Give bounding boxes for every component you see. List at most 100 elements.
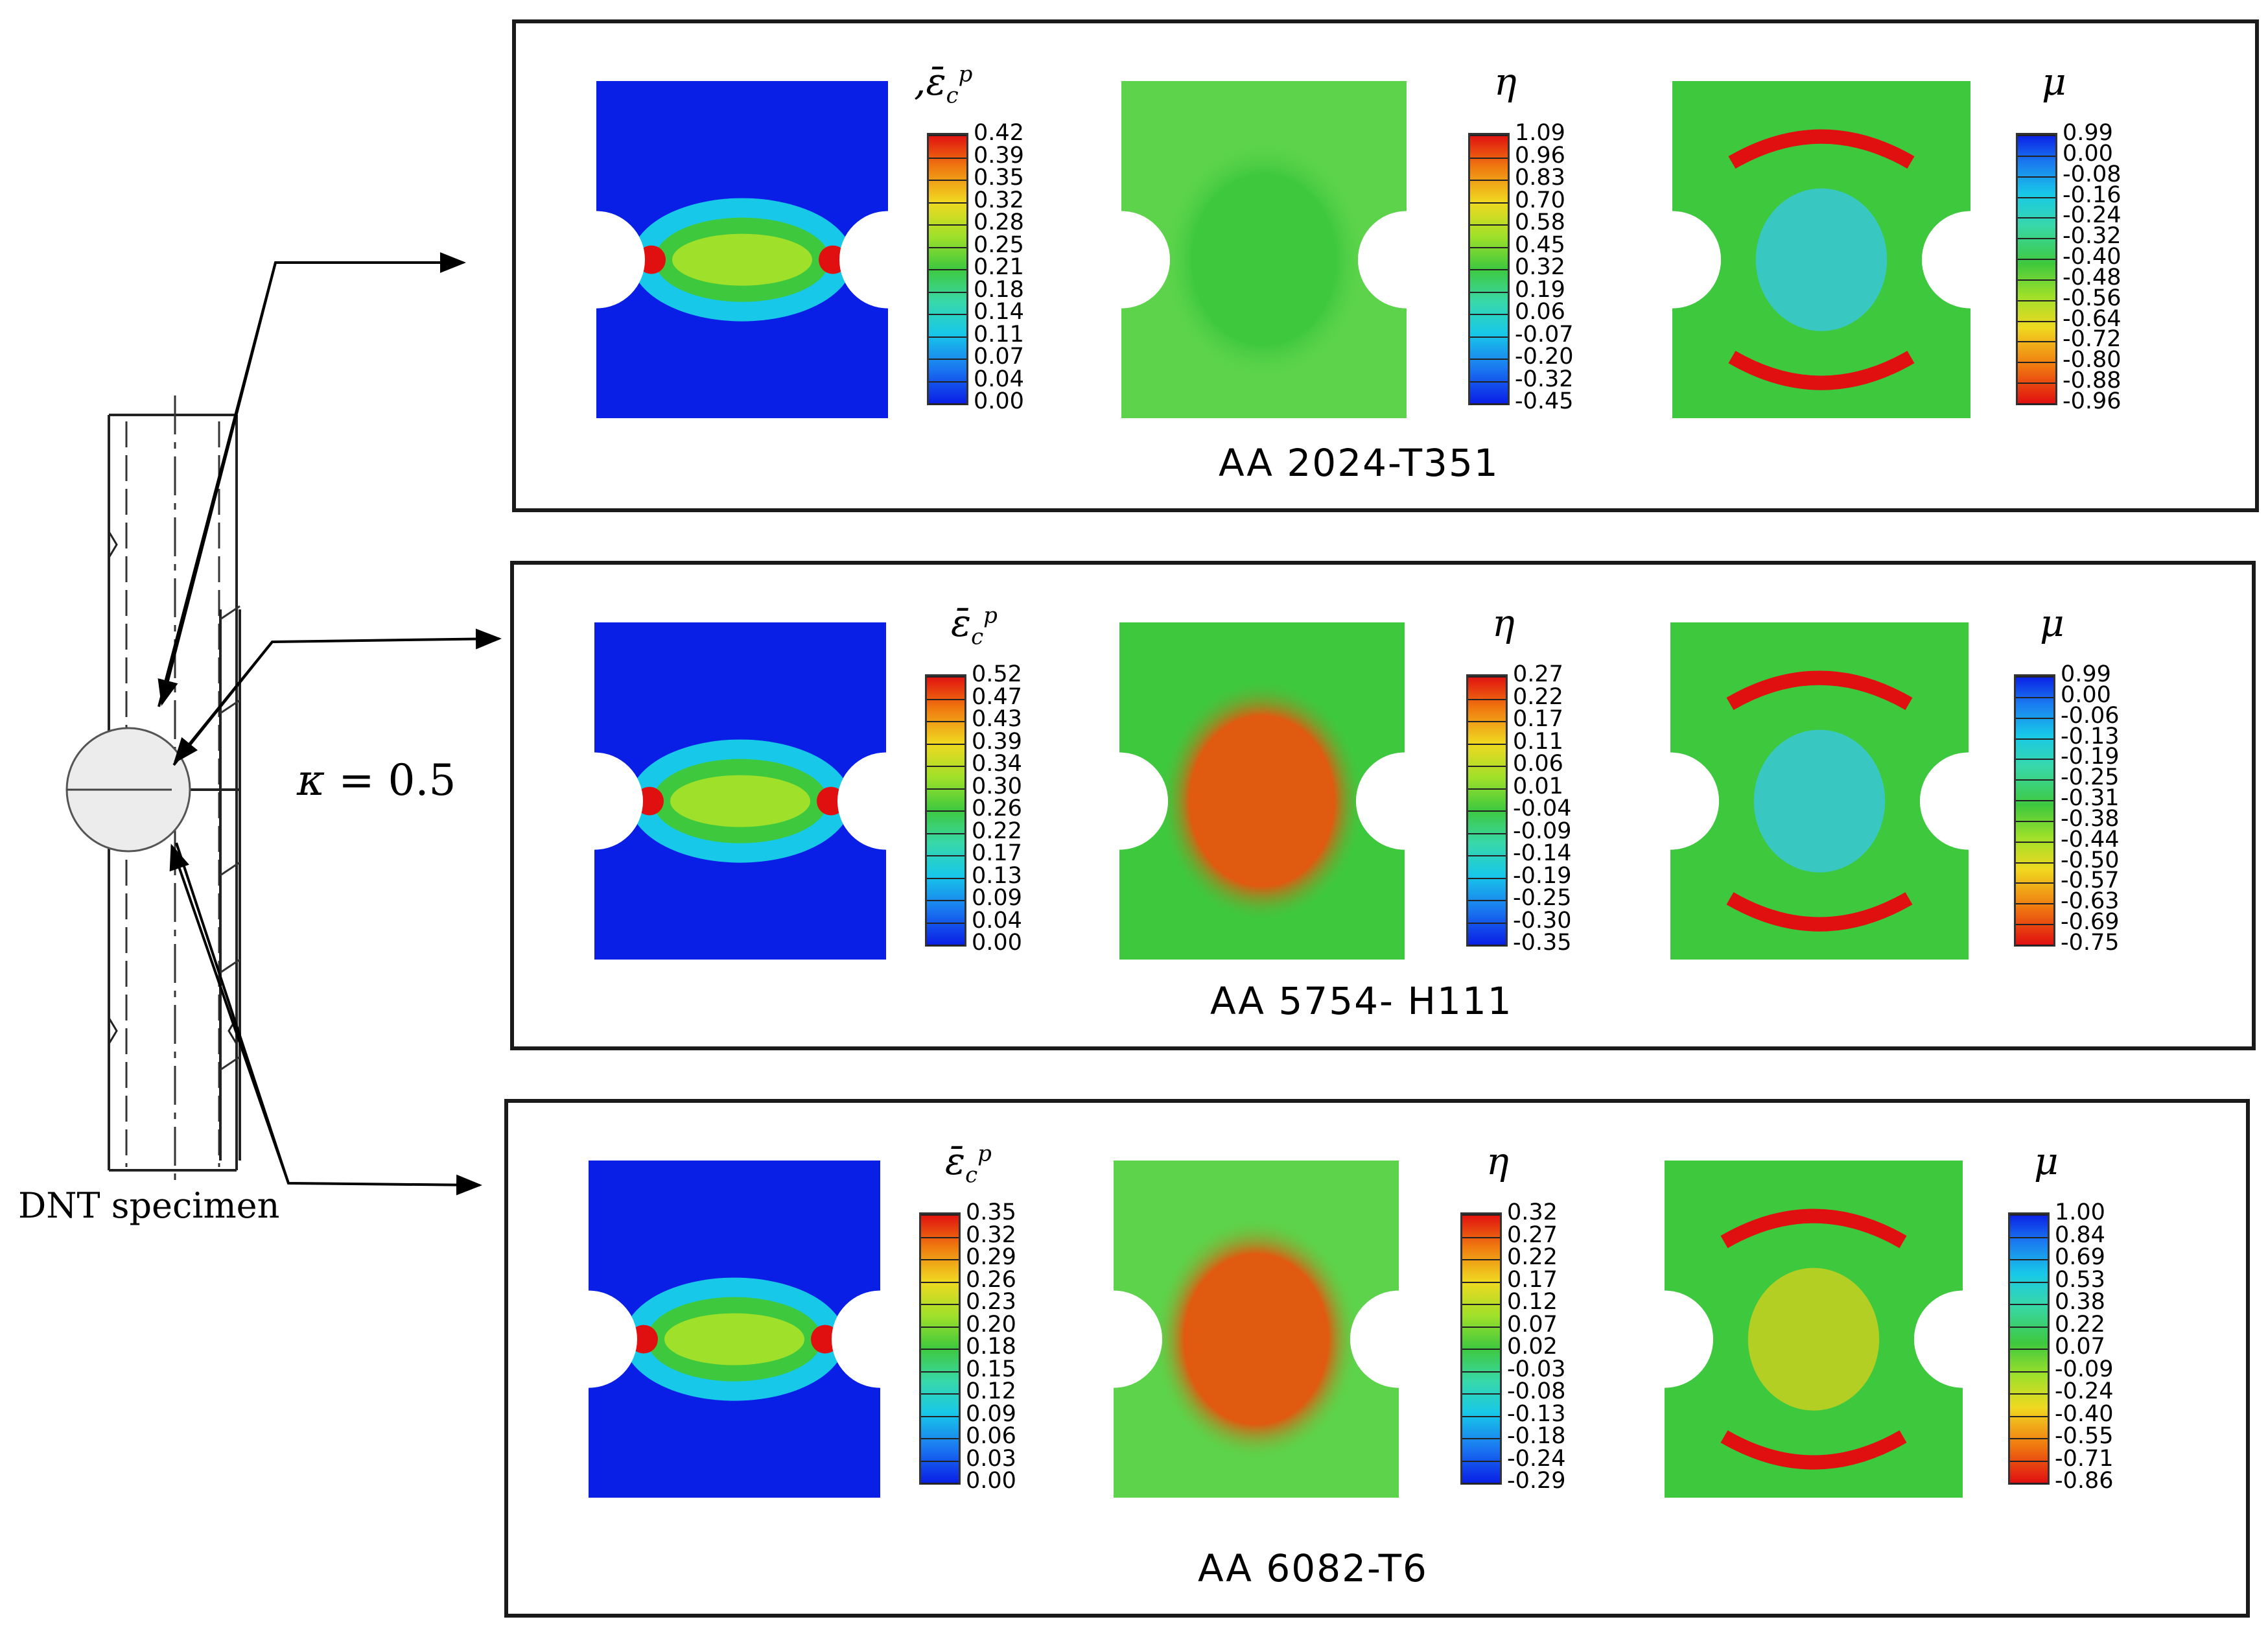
- contour-field: [1665, 1161, 1963, 1498]
- color-bar-tick-label: 0.00: [2061, 682, 2111, 708]
- color-bar-tick-label: 0.30: [972, 773, 1022, 799]
- color-bar-tick-label: 0.23: [966, 1289, 1016, 1315]
- legend-title-symbol: μ: [2042, 60, 2066, 104]
- notch-right: [1356, 752, 1405, 850]
- color-bar-tick-label: 0.17: [972, 840, 1022, 866]
- notch-left: [1665, 1290, 1713, 1388]
- color-bar-tick: [2018, 176, 2055, 178]
- color-bar-tick: [927, 810, 964, 812]
- legend-title-sub: c: [971, 624, 984, 650]
- color-bar-tick: [2016, 862, 2053, 864]
- color-bar-tick: [1470, 292, 1508, 293]
- color-bar-tick-label: -0.16: [2063, 182, 2122, 208]
- color-bar-tick: [1470, 202, 1508, 204]
- color-bar-tick: [921, 1349, 959, 1350]
- color-bar-tick: [1468, 878, 1506, 879]
- legend-title-sub: c: [946, 82, 959, 109]
- legend-title-sup: p: [977, 1140, 992, 1167]
- color-bar-tick-label: 0.83: [1515, 165, 1565, 191]
- legend-triaxiality: η 0.27 0.22 0.17 0.11 0.06 0.01 -0.04 -0.09 -0.14…: [1466, 561, 1622, 1050]
- color-bar-tick: [1462, 1483, 1500, 1484]
- color-bar-tick-label: -0.09: [2055, 1356, 2114, 1382]
- contour-plot-lode: [1672, 81, 1970, 418]
- color-bar-tick: [1468, 788, 1506, 790]
- color-bar-tick-label: -0.08: [2063, 161, 2122, 187]
- color-bar-tick-label: -0.13: [1507, 1401, 1566, 1427]
- color-bar-tick-label: 0.53: [2055, 1267, 2105, 1293]
- panel-aa2024: ,ε̄cp 0.42 0.39 0.35 0.32 0.28 0.25 0.21 0.18 0.1…: [512, 19, 2259, 512]
- panel-aa6082: ε̄cp 0.35 0.32 0.29 0.26 0.23 0.20 0.18 0.15 0.12…: [504, 1099, 2250, 1618]
- color-bar: [1468, 133, 1510, 405]
- color-bar: [2008, 1212, 2050, 1485]
- color-bar-tick: [2016, 779, 2053, 781]
- color-bar-tick-label: 0.29: [966, 1244, 1016, 1270]
- color-bar-tick: [2018, 362, 2055, 363]
- color-bar-tick: [2010, 1349, 2048, 1350]
- color-bar-tick-label: 0.22: [972, 818, 1022, 844]
- color-bar-tick: [2018, 383, 2055, 384]
- color-bar-tick-label: 0.15: [966, 1356, 1016, 1382]
- color-bar-tick: [2016, 738, 2053, 740]
- color-bar-tick-label: -0.09: [1513, 818, 1572, 844]
- color-bar-tick-label: 0.11: [1513, 729, 1563, 755]
- notch-right: [1358, 211, 1407, 309]
- legend-title-symbol: μ: [2040, 601, 2064, 645]
- color-bar-tick: [2016, 903, 2053, 904]
- color-bar-tick-label: 0.00: [2063, 141, 2113, 167]
- color-bar-tick: [921, 1237, 959, 1238]
- contour-plot-strain: [596, 81, 888, 418]
- color-bar-tick-label: 0.32: [966, 1222, 1016, 1248]
- color-bar-tick-label: 0.14: [974, 299, 1024, 325]
- color-bar-tick-label: -0.29: [1507, 1468, 1566, 1494]
- color-bar-tick-label: -0.13: [2061, 724, 2120, 749]
- color-bar-tick-label: 0.34: [972, 751, 1022, 777]
- color-bar-tick: [2016, 697, 2053, 698]
- color-bar-tick-label: -0.45: [1515, 388, 1574, 414]
- color-bar-tick-label: -0.30: [1513, 908, 1572, 934]
- color-bar-tick-label: 0.09: [966, 1401, 1016, 1427]
- color-bar-tick-label: 0.27: [1513, 661, 1563, 687]
- panel-frame: [512, 19, 2259, 512]
- color-bar-tick-label: 0.13: [972, 863, 1022, 889]
- color-bar: [2016, 133, 2057, 405]
- color-bar-tick: [1462, 1237, 1500, 1238]
- color-bar-tick: [1468, 699, 1506, 700]
- color-bar-tick-label: -0.25: [2061, 764, 2120, 790]
- notch-left: [1114, 1290, 1162, 1388]
- color-bar-tick-label: 0.00: [974, 388, 1024, 414]
- color-bar-tick: [1470, 314, 1508, 315]
- color-bar-tick: [1462, 1214, 1500, 1216]
- contour-plot-lode: [1665, 1161, 1963, 1498]
- color-bar-tick: [2016, 945, 2053, 946]
- color-bar-tick-label: 0.52: [972, 661, 1022, 687]
- color-bar-tick-label: 0.47: [972, 684, 1022, 710]
- legend-title: η: [1486, 1139, 1509, 1183]
- notch-left: [1670, 752, 1719, 850]
- color-bar-tick: [1468, 855, 1506, 856]
- legend-title-sup: p: [958, 61, 973, 88]
- color-bar-tick-label: 0.07: [2055, 1334, 2105, 1360]
- contour-field: [594, 622, 886, 960]
- legend-title-symbol: ε̄: [951, 601, 972, 645]
- field-lobe: [1726, 892, 1913, 932]
- color-bar-tick: [1468, 945, 1506, 946]
- legend-title-symbol: η: [1492, 601, 1515, 645]
- color-bar-tick: [2016, 759, 2053, 760]
- color-bar-tick: [921, 1393, 959, 1395]
- color-bar-tick-label: 0.25: [974, 232, 1024, 258]
- material-label: AA 2024-T351: [1219, 441, 1499, 485]
- color-bar-tick: [929, 359, 966, 360]
- color-bar-tick: [927, 721, 964, 722]
- color-bar-tick-label: 0.04: [974, 366, 1024, 392]
- color-bar-tick-label: 0.20: [966, 1312, 1016, 1338]
- color-bar-tick: [2010, 1461, 2048, 1462]
- color-bar-tick: [2010, 1304, 2048, 1305]
- color-bar-tick: [1462, 1349, 1500, 1350]
- color-bar-tick: [2010, 1371, 2048, 1373]
- material-label: AA 5754- H111: [1210, 979, 1513, 1023]
- color-bar-tick: [921, 1214, 959, 1216]
- color-bar-tick-label: -0.57: [2061, 867, 2120, 893]
- legend-lode: μ 1.00 0.84 0.69 0.53 0.38 0.22 0.07 -0.09 -0.24-…: [2008, 1099, 2164, 1618]
- color-bar-tick-label: -0.75: [2061, 930, 2120, 956]
- legend-lode: μ 0.99 0.00 -0.06 -0.13 -0.19 -0.25 -0.31 -0.38-…: [2014, 561, 2169, 1050]
